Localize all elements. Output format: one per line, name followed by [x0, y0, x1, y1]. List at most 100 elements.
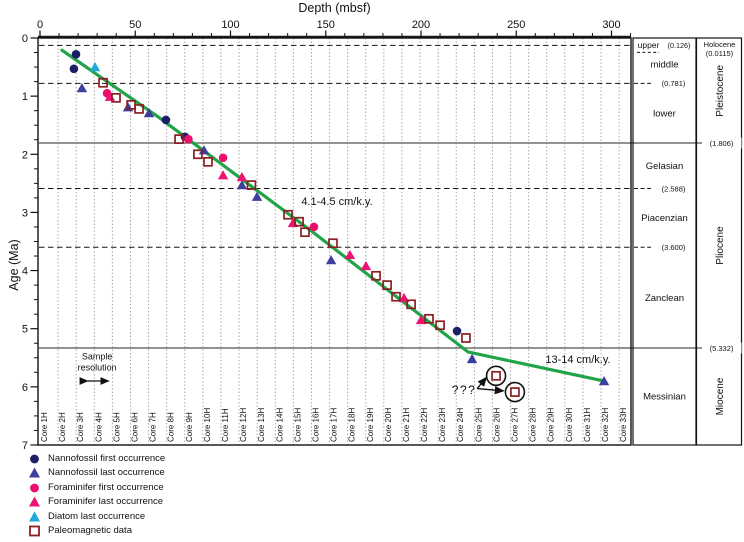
series-diatom-last-occurrence	[89, 62, 101, 72]
boundary-age-label: (0.781)	[662, 79, 686, 88]
sample-resolution-label: resolution	[78, 363, 117, 373]
series-foraminifer-first-occurrence	[102, 88, 319, 232]
series-nannofossil-first-occurrence	[69, 49, 462, 336]
core-label: Core 7H	[149, 412, 158, 442]
marker-triangle	[598, 376, 610, 386]
y-tick-label: 1	[22, 91, 28, 103]
series-foraminifer-last-occurrence	[104, 91, 427, 325]
stage-label: Piacenzian	[641, 213, 687, 224]
marker-triangle	[143, 108, 155, 118]
x-tick-label: 0	[37, 19, 43, 31]
core-label: Core 13H	[257, 408, 266, 442]
legend-label: Foraminifer last occurrence	[48, 496, 164, 508]
legend-item: Nannofossil last occurrence	[28, 466, 165, 479]
core-label: Core 20H	[384, 408, 393, 442]
legend-item: Foraminifer first occurrence	[28, 481, 165, 494]
legend-label: Diatom last occurrence	[48, 510, 146, 522]
core-label: Core 11H	[221, 408, 230, 442]
x-tick-label: 50	[129, 19, 141, 31]
x-axis: 0 50 100 150 200 250 300	[37, 19, 632, 39]
legend-marker-triangle-icon	[29, 496, 40, 507]
marker-triangle	[251, 191, 263, 201]
epoch-label: Pliocene	[715, 226, 726, 265]
age-boundary-lines	[39, 44, 702, 349]
x-tick-label: 200	[412, 19, 430, 31]
core-label: Core 31H	[583, 408, 592, 442]
legend-marker-circle-icon	[30, 483, 39, 493]
legend-marker-square-open-icon	[29, 525, 40, 537]
marker-triangle	[236, 171, 248, 182]
epoch-label: Pleistocene	[715, 65, 726, 117]
x-tick-label: 150	[317, 19, 335, 31]
core-label: Core 9H	[185, 412, 194, 442]
core-label: Core 17H	[330, 408, 339, 442]
marker-triangle	[217, 170, 229, 180]
marker-triangle	[89, 62, 101, 72]
y-tick-label: 3	[22, 207, 28, 219]
core-label: Core 12H	[239, 408, 248, 442]
marker-triangle	[344, 249, 356, 260]
core-label: Core 32H	[601, 408, 610, 442]
y-tick-label: 6	[22, 382, 28, 394]
stage-column	[632, 37, 697, 446]
stage-label: lower	[653, 108, 676, 119]
marker-circle	[161, 115, 171, 125]
series-nannofossil-last-occurrence	[76, 83, 610, 386]
legend-marker-triangle-icon	[29, 511, 40, 522]
marker-square-open	[98, 77, 108, 88]
legend-item: Paleomagnetic data	[28, 524, 165, 537]
stage-label: Messinian	[643, 392, 686, 403]
annotation-query: ???	[452, 383, 477, 397]
x-axis-title: Depth (mbsf)	[298, 1, 371, 15]
marker-square-open	[328, 238, 338, 249]
marker-square-open	[461, 333, 471, 343]
legend-label: Nannofossil last occurrence	[48, 467, 165, 479]
marker-square-open	[193, 149, 203, 160]
marker-square-open	[424, 313, 434, 324]
marker-circle	[71, 49, 81, 59]
marker-circle	[69, 64, 79, 74]
core-label: Core 6H	[130, 412, 139, 442]
marker-square-open	[283, 209, 293, 220]
query-arrow	[477, 385, 505, 395]
y-tick-label: 5	[22, 324, 28, 336]
query-circle	[485, 365, 507, 387]
stage-label: upper	[638, 40, 660, 50]
core-label: Core 16H	[311, 408, 320, 442]
sedimentation-rate-line	[60, 48, 606, 383]
core-label: Core 8H	[167, 412, 176, 442]
core-labels: Core 1H Core 2H Core 3H Core 4H Core 5H Core …	[40, 408, 628, 442]
legend-item: Nannofossil first occurrence	[28, 452, 165, 465]
marker-square-open	[382, 280, 392, 290]
y-tick-label: 4	[22, 266, 28, 278]
core-label: Core 30H	[565, 408, 574, 442]
marker-triangle	[76, 83, 88, 93]
epoch-label: Holocene	[704, 40, 736, 49]
marker-square-open	[510, 387, 520, 397]
core-label: Core 14H	[275, 408, 284, 442]
marker-square-open	[371, 270, 381, 281]
marker-square-open	[203, 156, 213, 167]
marker-square-open	[300, 227, 310, 238]
marker-triangle	[415, 314, 427, 325]
series-paleomagnetic-data	[98, 77, 520, 397]
stage-label: middle	[651, 60, 679, 71]
x-tick-label: 250	[507, 19, 525, 31]
core-label: Core 29H	[547, 408, 556, 442]
legend-label: Nannofossil first occurrence	[48, 453, 166, 464]
core-label: Core 22H	[420, 408, 429, 442]
core-label: Core 3H	[76, 412, 85, 442]
boundary-age-label: (2.588)	[662, 184, 686, 193]
core-grid	[57, 38, 620, 445]
marker-square-open	[294, 216, 304, 227]
marker-circle	[309, 222, 319, 232]
core-label: Core 10H	[203, 408, 212, 442]
core-label: Core 24H	[456, 408, 465, 442]
marker-square-open	[134, 104, 144, 114]
sample-resolution-label: Sample	[82, 352, 113, 362]
legend-label: Paleomagnetic data	[48, 524, 132, 536]
x-tick-label: 300	[602, 19, 620, 31]
legend-marker-triangle-icon	[29, 467, 40, 478]
marker-triangle	[466, 353, 478, 364]
core-label: Core 33H	[619, 408, 628, 442]
